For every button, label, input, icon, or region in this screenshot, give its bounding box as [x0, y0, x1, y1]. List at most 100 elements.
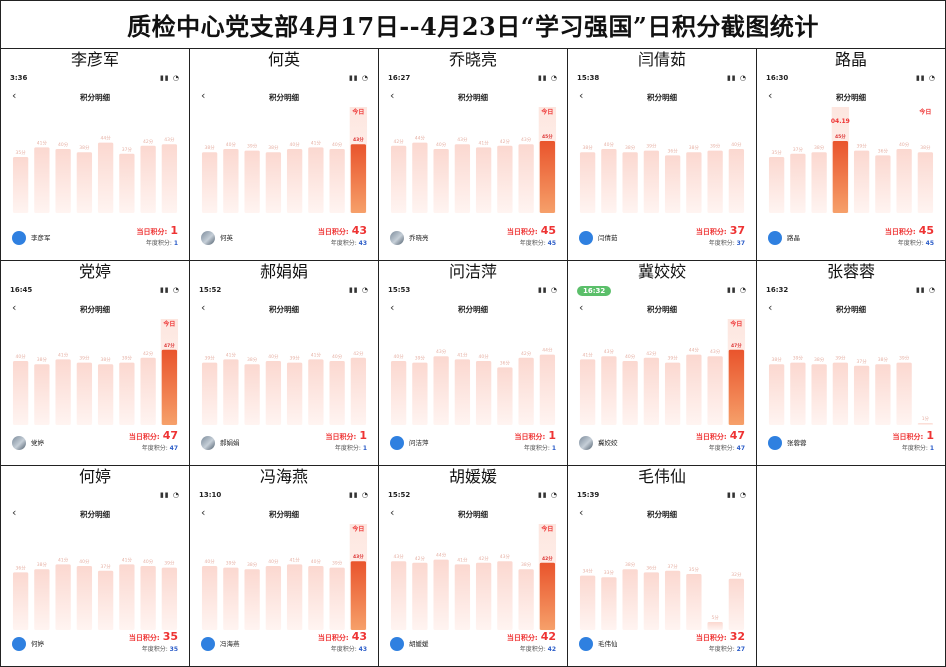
back-chevron-icon[interactable]: ‹	[390, 506, 395, 519]
chart-svg: 38分 40分 38分 39分 36分 38分 39分 40分	[579, 141, 745, 213]
bar-value-label: 38分	[37, 356, 48, 363]
today-score: 当日积分: 35	[129, 630, 178, 643]
back-chevron-icon[interactable]: ‹	[390, 89, 395, 102]
chart-bar	[518, 569, 534, 630]
chart-bar	[244, 364, 260, 425]
grid-cell: 何英 ▮▮ ◔ ‹ 积分明细 38分 40分 39分 38分 40分 41分 40分 43分 今日 何英当…	[190, 49, 379, 261]
bar-value-label: 42分	[646, 350, 657, 357]
back-chevron-icon[interactable]: ‹	[579, 506, 584, 519]
page-title: 积分明细	[269, 305, 299, 314]
user-row: 李彦军	[12, 231, 51, 245]
year-score: 年度积分: 1	[335, 443, 367, 452]
user-row: 何婷	[12, 637, 44, 651]
chart-svg: 38分 40分 39分 38分 40分 41分 40分 43分 今日	[201, 107, 368, 213]
points-bar-chart: 34分 33分 38分 36分 37分 35分 5分 32分	[577, 522, 747, 634]
chart-bar	[223, 149, 239, 213]
year-score-value: 1	[173, 240, 178, 247]
today-score-label: 当日积分:	[128, 433, 160, 441]
today-score-label: 当日积分:	[506, 634, 538, 642]
sheet-title: 质检中心党支部4月17日--4月23日“学习强国”日积分截图统计	[1, 1, 945, 49]
user-row: 郝娟娟	[201, 436, 240, 450]
back-chevron-icon[interactable]: ‹	[579, 301, 584, 314]
bar-value-label: 42分	[500, 138, 511, 145]
app-screenshot: 3:36 ▮▮ ◔ ‹ 积分明细 35分 41分 40分 38分 44分 37分 42分 43分 李彦军…	[2, 71, 188, 259]
back-chevron-icon[interactable]: ‹	[768, 301, 773, 314]
back-chevron-icon[interactable]: ‹	[12, 89, 17, 102]
user-info: 胡媛媛	[404, 640, 429, 648]
chart-svg: 41分 43分 40分 42分 39分 44分 43分 47分 今日	[579, 319, 746, 425]
year-score-label: 年度积分:	[708, 445, 737, 452]
chart-bar	[728, 149, 745, 213]
chart-svg: 43分 42分 44分 41分 42分 43分 38分 42分 今日	[390, 524, 557, 630]
bar-value-label: 38分	[205, 144, 216, 151]
user-info: 何婷	[26, 640, 44, 648]
year-score-value: 1	[551, 445, 556, 452]
user-info: 冯海燕	[215, 640, 240, 648]
bar-value-label: 38分	[814, 356, 825, 363]
status-time: 13:10	[199, 491, 222, 499]
chart-bar	[896, 362, 912, 425]
chart-bar	[34, 364, 50, 425]
chart-bar	[350, 357, 367, 425]
bar-value-label: 38分	[772, 356, 783, 363]
chart-bar	[97, 364, 114, 425]
chart-bar	[664, 362, 681, 425]
bar-value-label: 43分	[604, 348, 615, 355]
back-chevron-icon[interactable]: ‹	[201, 301, 206, 314]
bar-value-label: 39分	[710, 143, 721, 150]
bar-value-label: 38分	[79, 144, 90, 151]
chart-bar	[286, 149, 303, 213]
avatar	[12, 637, 26, 651]
chart-bar	[790, 362, 806, 425]
today-label: 今日	[918, 108, 931, 116]
member-name: 冀姣姣	[637, 262, 686, 281]
chart-bar	[412, 362, 428, 425]
chart-bar	[76, 152, 93, 213]
back-chevron-icon[interactable]: ‹	[201, 89, 206, 102]
chart-svg: 39分 41分 38分 40分 39分 41分 40分 42分	[201, 350, 367, 425]
today-score-value: 32	[729, 630, 745, 643]
bar-value-label: 40分	[625, 353, 636, 360]
chart-bar	[454, 564, 471, 630]
points-bar-chart: 40分 39分 38分 40分 41分 40分 39分 43分 今日	[199, 522, 369, 634]
today-label: 今日	[540, 108, 553, 116]
back-chevron-icon[interactable]: ‹	[390, 301, 395, 314]
bar-value-label: 38分	[814, 144, 825, 151]
grid-cell: 问洁萍 15:53 ▮▮ ◔ ‹ 积分明细 40分 39分 43分 41分 40分 36分 42分 44…	[379, 261, 568, 466]
chart-bar	[497, 561, 513, 630]
chart-bar	[161, 349, 178, 425]
chart-bar	[454, 144, 471, 213]
app-screenshot: 16:45 ▮▮ ◔ ‹ 积分明细 40分 38分 41分 39分 38分 39分 42分 47分 今日…	[2, 283, 188, 464]
grid-cell: 何婷 ▮▮ ◔ ‹ 积分明细 36分 38分 41分 40分 37分 41分 40分 39分 何婷 当日积…	[1, 466, 190, 666]
chart-bar	[412, 142, 428, 213]
signal-battery-icon: ▮▮ ◔	[537, 491, 558, 499]
avatar	[390, 637, 404, 651]
back-chevron-icon[interactable]: ‹	[579, 89, 584, 102]
chart-bar	[728, 349, 745, 425]
today-score-value: 37	[729, 224, 745, 237]
points-bar-chart: 38分 40分 39分 38分 40分 41分 40分 43分 今日	[199, 105, 369, 217]
chart-bar	[433, 559, 449, 630]
back-chevron-icon[interactable]: ‹	[201, 506, 206, 519]
bar-value-label: 1分	[922, 415, 930, 422]
today-score-label: 当日积分:	[695, 634, 727, 642]
year-score: 年度积分: 43	[331, 644, 367, 653]
user-info: 问洁萍	[404, 439, 429, 447]
chart-bar	[412, 562, 428, 630]
chart-svg: 35分 37分 38分 45分 39分 36分 40分 38分 今日 04.19	[768, 107, 934, 213]
avatar	[768, 436, 782, 450]
back-chevron-icon[interactable]: ‹	[768, 89, 773, 102]
back-chevron-icon[interactable]: ‹	[12, 506, 17, 519]
user-name: 张蓉蓉	[787, 439, 807, 447]
avatar	[579, 436, 593, 450]
chart-bar	[12, 361, 29, 425]
today-score-label: 当日积分:	[317, 228, 349, 236]
avatar	[768, 231, 782, 245]
bar-value-label: 34分	[583, 568, 594, 575]
year-score-value: 37	[736, 240, 745, 247]
bar-value-label: 40分	[16, 353, 27, 360]
bar-value-label: 42分	[479, 555, 490, 562]
back-chevron-icon[interactable]: ‹	[12, 301, 17, 314]
chart-bar	[497, 145, 513, 213]
today-score-label: 当日积分:	[514, 433, 546, 441]
